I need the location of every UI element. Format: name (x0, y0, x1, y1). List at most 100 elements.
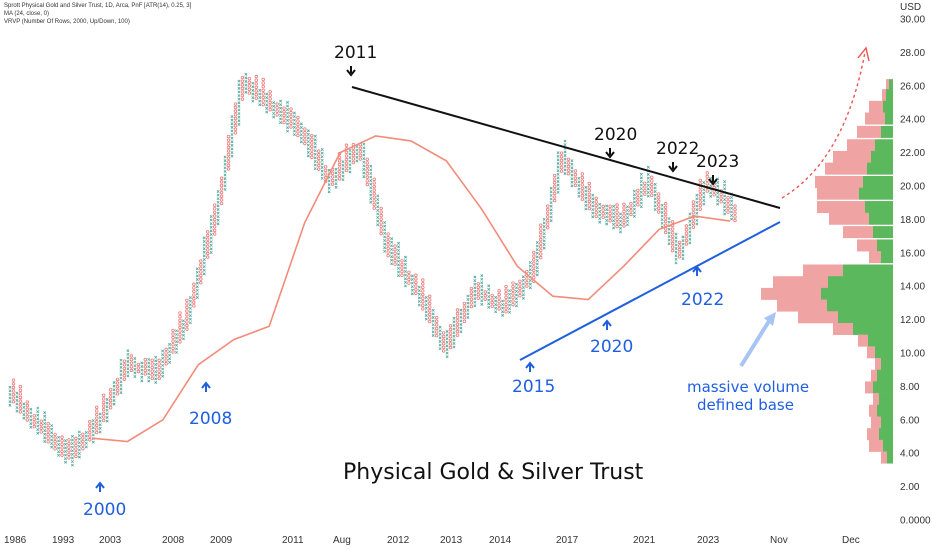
pnf-o-mark (441, 342, 446, 346)
y-tick-label: 18.00 (900, 215, 925, 226)
pnf-o-mark (462, 312, 467, 316)
pnf-o-mark (240, 75, 245, 80)
pnf-o-mark (261, 99, 265, 103)
pnf-o-mark (428, 309, 432, 313)
pnf-o-mark (379, 228, 383, 232)
pnf-x-mark (452, 341, 456, 345)
pnf-x-mark (64, 453, 67, 457)
pnf-o-mark (539, 237, 543, 242)
pnf-o-mark (67, 452, 71, 457)
pnf-o-mark (421, 278, 425, 282)
pnf-x-mark (438, 340, 442, 343)
pnf-x-mark (660, 211, 664, 214)
pnf-o-mark (136, 362, 141, 367)
pnf-o-mark (46, 432, 50, 437)
pnf-o-mark (178, 332, 182, 337)
pnf-x-mark (112, 399, 116, 402)
pnf-columns (8, 72, 737, 467)
time-axis[interactable]: 1986 1993 2003 2008 2009 2011 Aug 2012 2013 2014 2… (4, 535, 860, 546)
pnf-x-mark (334, 171, 338, 175)
pnf-x-mark (639, 183, 643, 187)
pnf-o-mark (226, 152, 231, 157)
pnf-x-mark (625, 216, 629, 220)
pnf-o-mark (212, 232, 217, 236)
vp-down-bar (875, 358, 881, 371)
price-axis[interactable]: USD30.0028.0026.0024.0022.0020.0018.0016… (900, 2, 931, 527)
pnf-o-mark (601, 204, 605, 209)
pnf-o-mark (67, 441, 71, 446)
pnf-o-mark (122, 373, 127, 378)
pnf-x-mark (244, 72, 248, 76)
pnf-x-mark (202, 247, 206, 251)
pnf-x-mark (605, 204, 609, 208)
pnf-x-mark (688, 237, 692, 241)
pnf-o-mark (608, 215, 612, 219)
pnf-o-mark (726, 206, 730, 211)
pnf-x-mark (154, 370, 158, 374)
pnf-o-mark (240, 90, 245, 94)
pnf-x-mark (57, 453, 61, 457)
pnf-x-mark (70, 449, 74, 453)
pnf-x-mark (556, 190, 560, 194)
pnf-x-mark (70, 434, 74, 438)
pnf-o-mark (254, 92, 258, 97)
pnf-x-mark (279, 121, 283, 125)
pnf-x-mark (209, 250, 213, 254)
pnf-o-mark (552, 195, 557, 199)
pnf-o-mark (421, 289, 425, 293)
pnf-x-mark (188, 303, 192, 307)
pnf-x-mark (320, 173, 324, 177)
pnf-o-mark (525, 269, 529, 274)
pnf-x-mark (8, 400, 12, 404)
pnf-o-mark (539, 230, 543, 235)
pnf-o-mark (580, 172, 585, 176)
pnf-x-mark (154, 359, 158, 363)
pnf-o-mark (212, 217, 217, 222)
pnf-o-mark (108, 391, 113, 395)
x-tick-label: Nov (770, 535, 788, 546)
pnf-x-mark (376, 219, 380, 223)
pnf-o-mark (518, 283, 522, 287)
pnf-x-mark (376, 216, 380, 220)
pnf-x-mark (632, 196, 636, 200)
pnf-x-mark (320, 166, 324, 169)
pnf-x-mark (140, 361, 144, 365)
pnf-x-mark (625, 219, 629, 223)
pnf-o-mark (178, 311, 182, 315)
pnf-x-mark (362, 149, 366, 153)
pnf-o-mark (504, 288, 508, 292)
pnf-x-mark (223, 177, 227, 181)
pnf-x-mark (154, 377, 158, 381)
pnf-o-mark (53, 432, 57, 437)
x-tick-label: 1993 (52, 535, 75, 546)
pnf-o-mark (608, 211, 612, 216)
pnf-x-mark (702, 191, 706, 195)
pnf-o-mark (115, 384, 120, 389)
pnf-x-mark (702, 188, 706, 192)
pnf-x-mark (397, 266, 400, 270)
pnf-o-mark (81, 446, 85, 451)
pnf-x-mark (272, 115, 276, 119)
pnf-o-mark (39, 426, 43, 431)
pnf-x-mark (452, 334, 456, 338)
pnf-o-mark (115, 381, 120, 385)
pnf-x-mark (535, 251, 539, 255)
pnf-o-mark (698, 193, 703, 197)
pnf-x-mark (181, 322, 185, 326)
pnf-x-mark (501, 299, 505, 303)
pnf-x-mark (542, 246, 546, 250)
pnf-x-mark (674, 250, 678, 254)
pnf-x-mark (487, 302, 491, 306)
pnf-x-mark (216, 222, 220, 226)
pnf-o-mark (622, 217, 626, 221)
pnf-o-mark (441, 334, 446, 339)
pnf-x-mark (397, 274, 400, 278)
pnf-x-mark (50, 442, 54, 446)
pnf-o-mark (157, 369, 161, 373)
pnf-x-mark (348, 163, 352, 167)
x-tick-label: 2009 (210, 535, 233, 546)
x-tick-label: 2013 (440, 535, 463, 546)
x-tick-label: 2008 (162, 535, 185, 546)
pnf-x-mark (29, 425, 33, 429)
